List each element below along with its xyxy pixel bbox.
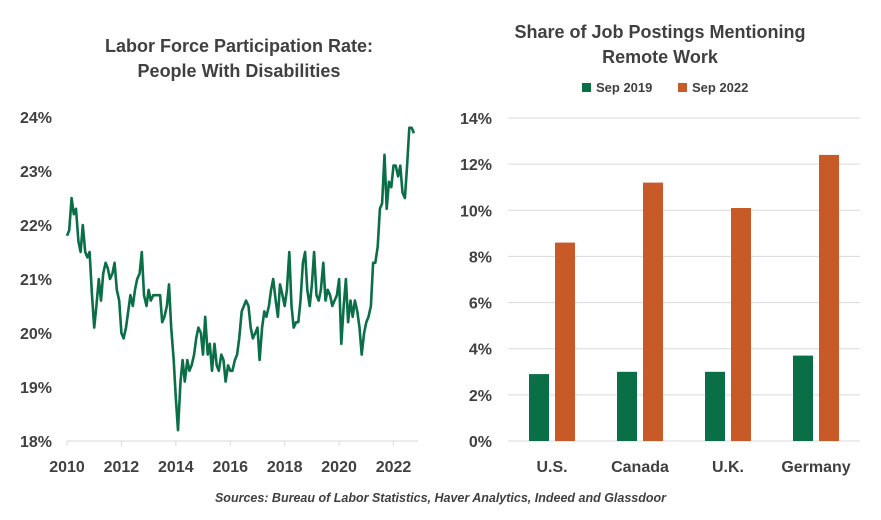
bar-sep-2022 — [643, 182, 663, 441]
bar-chart-title: Share of Job Postings Mentioning Remote … — [470, 20, 850, 70]
line-chart-x-tick-label: 2018 — [267, 459, 303, 476]
bar-sep-2022 — [555, 242, 575, 441]
line-chart-x-tick-label: 2020 — [321, 459, 357, 476]
bar-sep-2019 — [705, 371, 725, 441]
bar-chart-y-tick-label: 4% — [469, 342, 492, 359]
bar-chart-title-line2: Remote Work — [602, 47, 718, 67]
legend-label-sep-2019: Sep 2019 — [596, 80, 653, 95]
bar-sep-2019 — [617, 371, 637, 441]
bar-sep-2022 — [819, 154, 839, 441]
bar-chart-y-tick-label: 6% — [469, 296, 492, 313]
bar-chart-category-label: Canada — [611, 459, 669, 476]
line-chart-x-tick-label: 2014 — [158, 459, 194, 476]
bar-sep-2019 — [529, 374, 549, 441]
line-chart-y-tick-label: 20% — [20, 326, 52, 343]
line-chart-x-tick-label: 2016 — [212, 459, 248, 476]
line-chart-title-line1: Labor Force Participation Rate: — [104, 36, 374, 56]
line-chart-y-tick-label: 23% — [20, 164, 52, 181]
legend-swatch-sep-2022 — [678, 83, 687, 92]
line-chart-x-tick-label: 2022 — [376, 459, 412, 476]
bar-sep-2022 — [731, 208, 751, 441]
bar-chart-y-tick-label: 14% — [460, 111, 492, 128]
bar-chart-y-tick-label: 8% — [469, 249, 492, 266]
bar-chart-y-tick-label: 2% — [469, 388, 492, 405]
line-chart-x-tick-label: 2010 — [49, 459, 85, 476]
bar-chart-legend: Sep 2019 Sep 2022 — [582, 80, 770, 95]
line-chart-x-tick-label: 2012 — [104, 459, 140, 476]
line-chart-y-tick-label: 21% — [20, 272, 52, 289]
legend-item-sep-2022: Sep 2022 — [678, 80, 748, 95]
bar-chart-category-label: U.S. — [536, 459, 567, 476]
line-chart-y-tick-label: 24% — [20, 110, 52, 127]
sources-note: Sources: Bureau of Labor Statistics, Hav… — [214, 491, 667, 505]
bar-chart-title-line1: Share of Job Postings Mentioning — [514, 22, 806, 42]
bar-chart-y-tick-label: 10% — [460, 203, 492, 220]
bar-chart-y-tick-label: 12% — [460, 157, 492, 174]
line-chart-series-line — [65, 126, 416, 432]
legend-swatch-sep-2019 — [582, 83, 591, 92]
line-chart-title-line2: People With Disabilities — [137, 61, 341, 81]
line-chart: 18% 19% 20% 21% 22% 23% 24% 2010 2012 2014 2016 201… — [20, 110, 418, 476]
bar-chart-category-label: Germany — [781, 459, 850, 476]
legend-item-sep-2019: Sep 2019 — [582, 80, 652, 95]
bar-sep-2019 — [793, 355, 813, 441]
bar-chart-y-tick-label: 0% — [469, 434, 492, 451]
legend-label-sep-2022: Sep 2022 — [692, 80, 749, 95]
bar-chart: 0% 2% 4% 6% 8% 10% 12% 14% U.S. Canada U.K. Germany — [460, 111, 860, 476]
line-chart-y-tick-label: 19% — [20, 380, 52, 397]
line-chart-y-tick-label: 22% — [20, 218, 52, 235]
line-chart-y-tick-label: 18% — [20, 434, 52, 451]
line-chart-title: Labor Force Participation Rate: People W… — [50, 34, 428, 84]
bar-chart-category-label: U.K. — [712, 459, 744, 476]
